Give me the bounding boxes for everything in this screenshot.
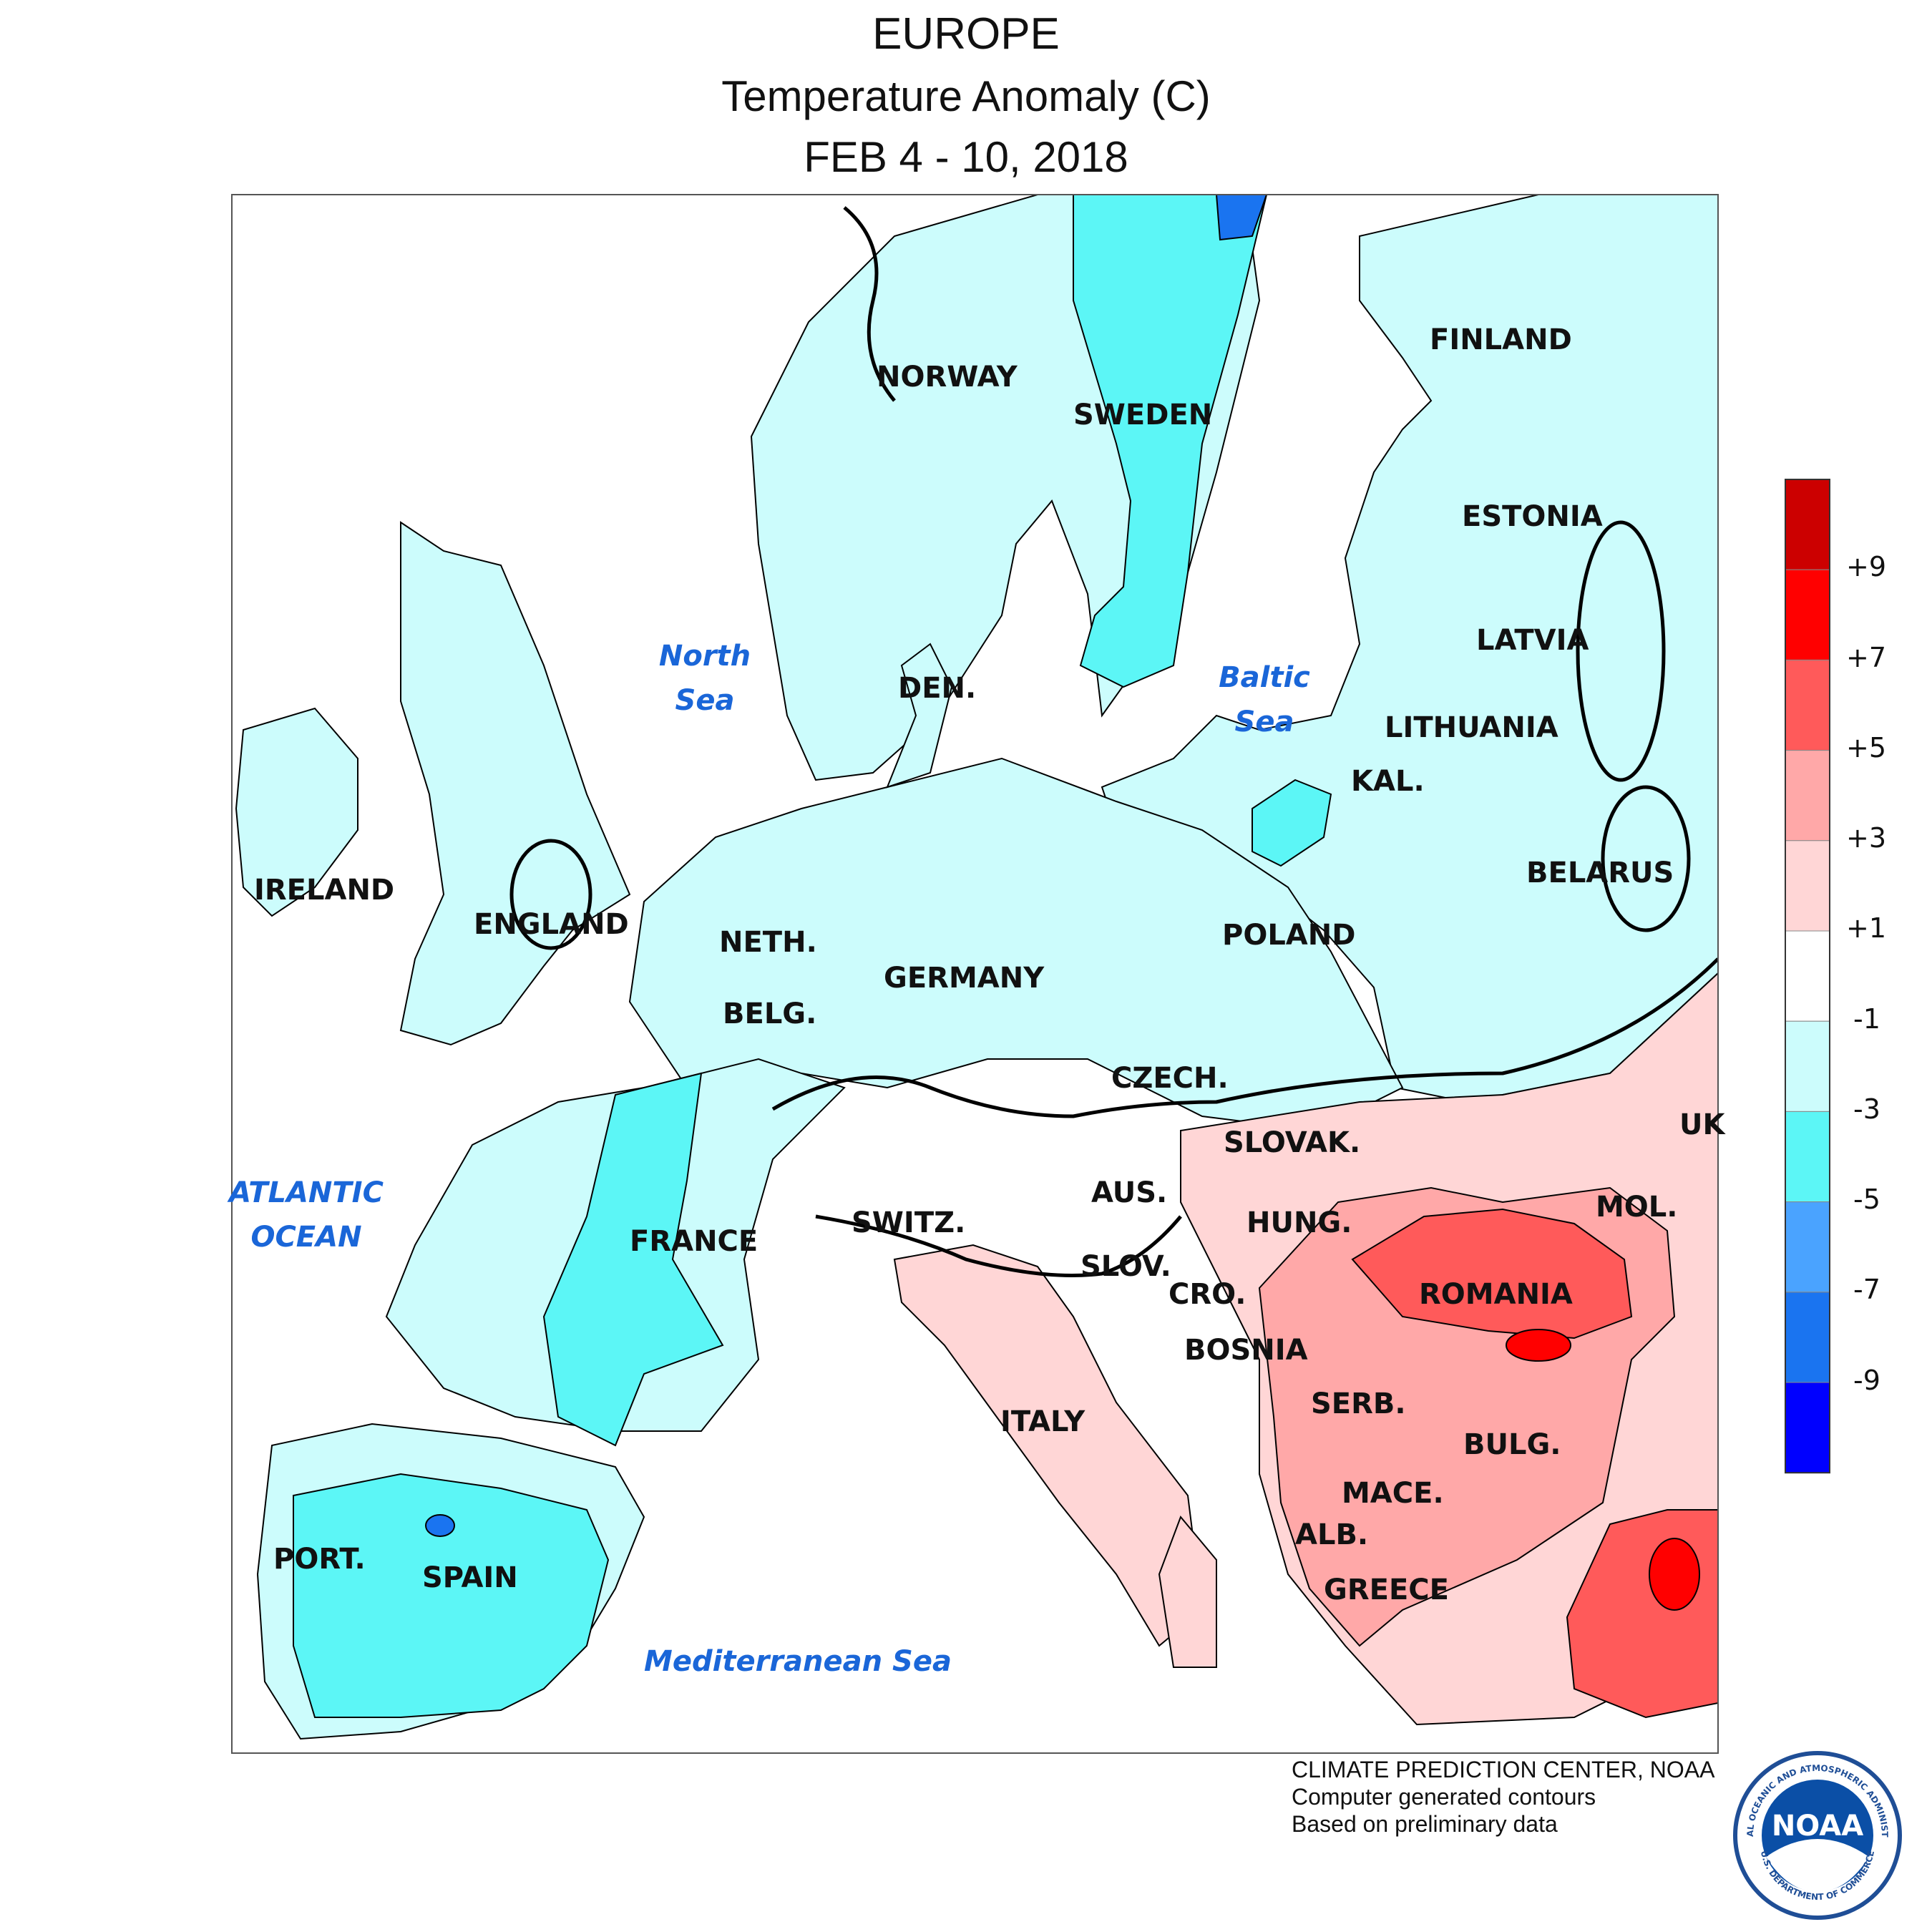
label-ireland: IRELAND <box>254 874 394 907</box>
legend-swatch <box>1785 840 1830 932</box>
label-north-sea-2: Sea <box>675 684 735 717</box>
noaa-logo: NOAA NATIONAL OCEANIC AND ATMOSPHERIC AD… <box>1732 1750 1902 1920</box>
label-italy: ITALY <box>1000 1405 1085 1438</box>
logo-wordmark: NOAA <box>1772 1810 1863 1843</box>
label-poland: POLAND <box>1222 919 1355 952</box>
legend-labels: +9 +7 +5 +3 +1 -1 -3 -5 -7 -9 <box>1846 551 1886 1396</box>
label-albania: ALB. <box>1295 1518 1368 1551</box>
sea-labels: North Sea Baltic Sea ATLANTIC OCEAN Medi… <box>227 640 1310 1678</box>
map-title: EUROPE <box>872 9 1060 59</box>
legend-label-m3: -3 <box>1853 1093 1880 1125</box>
legend-swatch <box>1785 479 1830 570</box>
legend-label-p9: +9 <box>1846 551 1886 582</box>
label-spain: SPAIN <box>422 1561 518 1594</box>
label-england: ENGLAND <box>474 908 629 941</box>
label-bosnia: BOSNIA <box>1184 1334 1308 1367</box>
legend-label-p1: +1 <box>1846 912 1886 944</box>
label-belgium: BELG. <box>723 997 816 1030</box>
label-macedonia: MACE. <box>1342 1477 1444 1510</box>
label-serbia: SERB. <box>1311 1387 1406 1420</box>
label-sweden: SWEDEN <box>1073 399 1212 431</box>
legend-label-p7: +7 <box>1846 642 1886 673</box>
label-netherlands: NETH. <box>719 926 817 959</box>
country-labels: NORWAY SWEDEN FINLAND ESTONIA LATVIA LIT… <box>254 323 1726 1606</box>
label-atlantic-ocean-2: OCEAN <box>250 1221 361 1254</box>
cold-anomaly-zone <box>293 195 1332 1718</box>
label-moldova: MOL. <box>1596 1191 1678 1224</box>
legend-label-m7: -7 <box>1853 1274 1880 1305</box>
legend-swatch <box>1785 1382 1830 1473</box>
legend-label-m5: -5 <box>1853 1184 1880 1215</box>
label-switzerland: SWITZ. <box>852 1206 965 1239</box>
map-date-range: FEB 4 - 10, 2018 <box>804 133 1128 181</box>
credit-source: CLIMATE PREDICTION CENTER, NOAA <box>1292 1757 1715 1782</box>
legend-swatch <box>1785 1020 1830 1112</box>
legend-swatch <box>1785 1111 1830 1203</box>
label-czech: CZECH. <box>1111 1062 1229 1095</box>
label-austria: AUS. <box>1091 1176 1167 1209</box>
label-slovenia: SLOV. <box>1080 1250 1171 1283</box>
label-germany: GERMANY <box>884 962 1045 995</box>
label-france: FRANCE <box>630 1225 758 1258</box>
legend-swatch <box>1785 750 1830 841</box>
label-kaliningrad: KAL. <box>1351 765 1425 798</box>
legend-swatch <box>1785 1292 1830 1383</box>
label-norway: NORWAY <box>877 361 1018 394</box>
label-ukraine: UK <box>1679 1108 1726 1141</box>
label-atlantic-ocean-1: ATLANTIC <box>227 1176 384 1209</box>
label-latvia: LATVIA <box>1476 624 1589 657</box>
label-baltic-sea-1: Baltic <box>1219 661 1310 694</box>
legend-swatch <box>1785 930 1830 1022</box>
legend-label-p5: +5 <box>1846 732 1886 763</box>
label-denmark: DEN. <box>898 672 976 705</box>
label-bulgaria: BULG. <box>1463 1428 1561 1461</box>
seagull-icon <box>1766 1839 1869 1892</box>
label-greece: GREECE <box>1324 1574 1449 1606</box>
legend-label-m1: -1 <box>1853 1003 1880 1035</box>
credit-method: Computer generated contours <box>1292 1784 1596 1810</box>
label-mediterranean-sea: Mediterranean Sea <box>644 1645 952 1678</box>
legend <box>1785 479 1830 1474</box>
legend-swatch <box>1785 659 1830 751</box>
label-lithuania: LITHUANIA <box>1385 711 1558 744</box>
legend-swatch <box>1785 569 1830 660</box>
legend-frame <box>1785 479 1830 1474</box>
label-hungary: HUNG. <box>1246 1206 1352 1239</box>
label-belarus: BELARUS <box>1526 857 1674 889</box>
warm-anomaly-zone <box>893 972 1718 1726</box>
label-romania: ROMANIA <box>1419 1278 1573 1311</box>
label-baltic-sea-2: Sea <box>1235 706 1294 738</box>
legend-swatch <box>1785 1201 1830 1293</box>
label-slovakia: SLOVAK. <box>1224 1126 1360 1159</box>
map-subtitle: Temperature Anomaly (C) <box>721 72 1211 120</box>
label-north-sea-1: North <box>659 640 751 673</box>
credit-data-note: Based on preliminary data <box>1292 1811 1558 1837</box>
legend-label-p3: +3 <box>1846 822 1886 854</box>
zero-contour-lines <box>509 206 1718 1277</box>
legend-label-m9: -9 <box>1853 1365 1880 1396</box>
map-frame <box>231 194 1719 1754</box>
label-finland: FINLAND <box>1430 323 1572 356</box>
map-body <box>232 195 1718 1753</box>
label-portugal: PORT. <box>273 1543 366 1576</box>
label-estonia: ESTONIA <box>1462 500 1603 533</box>
label-croatia: CRO. <box>1169 1278 1246 1311</box>
